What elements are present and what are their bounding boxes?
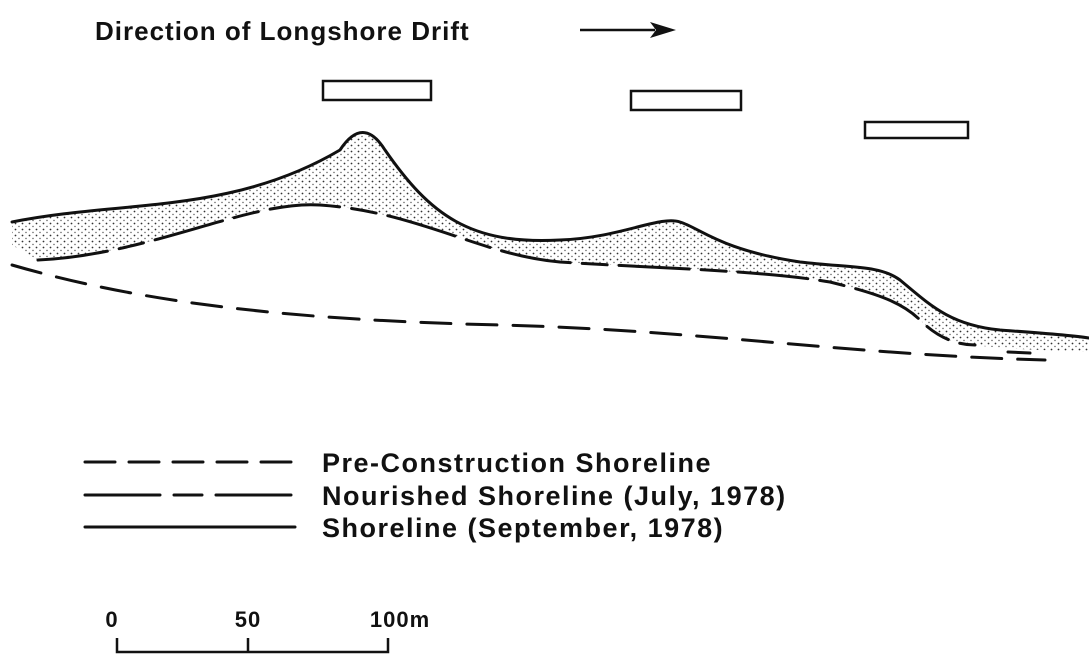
september-shoreline — [10, 131, 1089, 340]
legend-label: Nourished Shoreline (July, 1978) — [322, 481, 787, 511]
scale-bar: 0 50 100m — [105, 607, 430, 654]
breakwaters — [321, 79, 970, 140]
eroded-area — [12, 132, 1089, 352]
scale-label: 0 — [105, 607, 118, 632]
drift-arrow — [580, 22, 676, 38]
legend-label: Shoreline (September, 1978) — [322, 513, 724, 543]
pre-construction-shoreline — [10, 263, 1047, 362]
title: Direction of Longshore Drift — [95, 16, 470, 46]
legend-label: Pre-Construction Shoreline — [322, 448, 712, 478]
scale-label: 50 — [235, 607, 261, 632]
scale-label: 100m — [370, 607, 430, 632]
legend: Pre-Construction Shoreline Nourished Sho… — [83, 448, 787, 543]
nourished-shoreline-dash — [1006, 350, 1032, 355]
nourished-shoreline — [36, 203, 977, 347]
